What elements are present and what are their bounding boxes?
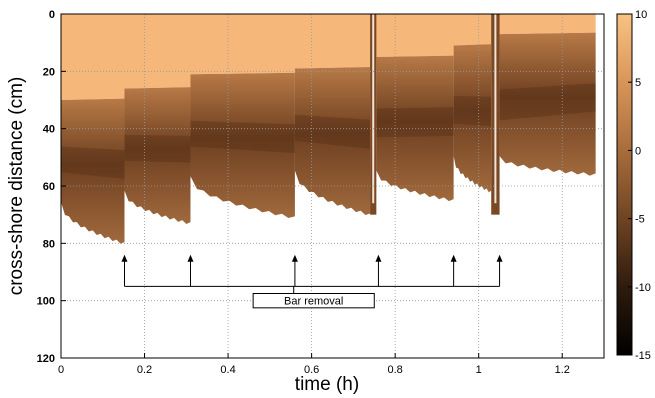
x-tick-label: 0.8 xyxy=(388,364,403,376)
colorbar-ticks: 10 5 0 -5 -10 -15 xyxy=(628,9,651,362)
y-tick-label: 0 xyxy=(49,9,55,21)
annotation-arrow-head xyxy=(450,254,457,262)
colorbar: 10 5 0 -5 -10 -15 xyxy=(616,9,651,362)
annotation-label-box xyxy=(252,293,375,309)
heatmap-segment xyxy=(124,87,191,224)
colorbar-gradient xyxy=(616,13,633,356)
annotation-arrow-head xyxy=(121,254,128,262)
plot-area: Bar removal xyxy=(60,13,605,359)
x-tick-label: 1.2 xyxy=(555,364,570,376)
annotation-arrow-head xyxy=(187,254,194,262)
y-tick-label: 100 xyxy=(37,296,55,308)
heatmap-segment xyxy=(294,67,371,216)
x-tick-label: 0 xyxy=(58,364,64,376)
heatmap-dark-band xyxy=(124,134,191,163)
heatmap-dark-band xyxy=(376,107,454,138)
y-axis-ticks: 0 20 40 60 80 100 120 xyxy=(37,9,66,365)
x-tick-label: 0.6 xyxy=(304,364,319,376)
heatmap-dark-band xyxy=(453,95,492,126)
colorbar-tick-label: -10 xyxy=(635,282,651,294)
y-tick-label: 80 xyxy=(43,238,55,250)
colorbar-tick-label: 0 xyxy=(635,145,641,157)
colorbar-tick-label: -15 xyxy=(635,350,651,362)
colorbar-tick-label: 5 xyxy=(635,77,641,89)
x-tick-label: 0.2 xyxy=(137,364,152,376)
annotation-label: Bar removal xyxy=(284,296,343,308)
heatmap-segment xyxy=(376,55,454,202)
heatmap-segment xyxy=(61,98,125,244)
y-tick-label: 40 xyxy=(43,124,55,136)
heatmap-gap-highlight xyxy=(372,14,375,204)
x-tick-label: 1 xyxy=(476,364,482,376)
heatmap-segment xyxy=(453,44,492,193)
heatmap-dark-band xyxy=(499,83,596,121)
y-tick-label: 120 xyxy=(37,353,55,365)
heatmap-segment xyxy=(499,32,596,176)
x-tick-label: 0.4 xyxy=(220,364,235,376)
annotation-arrow-head xyxy=(291,254,298,262)
annotation-arrow-head xyxy=(375,254,382,262)
y-axis-label: cross-shore distance (cm) xyxy=(6,77,27,296)
x-axis-ticks: 0 0.2 0.4 0.6 0.8 1 1.2 xyxy=(58,353,570,376)
y-tick-label: 20 xyxy=(43,66,55,78)
colorbar-tick-label: -5 xyxy=(635,214,645,226)
heatmap-segment xyxy=(190,72,295,218)
x-axis-label: time (h) xyxy=(295,374,359,395)
annotation-arrow-head xyxy=(496,254,503,262)
grid-lines xyxy=(61,14,604,358)
heatmap-dark-band xyxy=(61,146,125,179)
heatmap-gap-highlight xyxy=(494,14,497,204)
heatmap-layer xyxy=(61,14,596,244)
colorbar-tick-label: 10 xyxy=(635,9,647,21)
annotation-layer: Bar removal xyxy=(121,254,503,309)
heatmap-top-region xyxy=(61,14,596,100)
y-tick-label: 60 xyxy=(43,181,55,193)
heatmap-dark-band xyxy=(294,114,371,149)
